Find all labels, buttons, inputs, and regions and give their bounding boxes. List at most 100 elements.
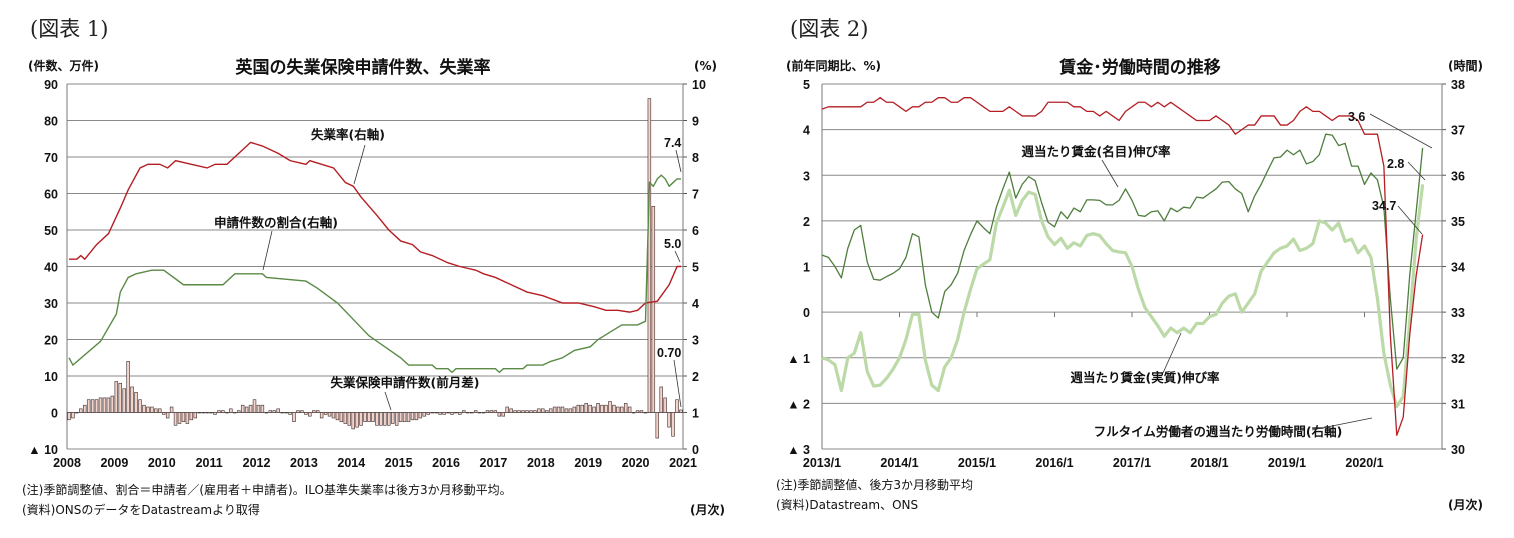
y-left-tick-label: 1: [803, 261, 810, 275]
claims-change-bar: [134, 392, 138, 413]
claims-change-bar: [647, 98, 652, 413]
y-right-tick-label: 1: [692, 407, 699, 421]
claims-change-bar: [154, 408, 158, 413]
claims-change-bar: [414, 412, 419, 421]
claims-change-bar: [639, 410, 644, 413]
claims-change-bar: [185, 412, 190, 424]
real-wage-growth-line: [821, 184, 1425, 409]
claims-change-bar: [221, 410, 225, 413]
claims-change-bar: [552, 406, 557, 413]
claims-change-bar: [529, 410, 533, 413]
claims-change-bar: [548, 408, 553, 413]
y-right-tick-label: 35: [1451, 215, 1465, 229]
claims-change-bar: [359, 412, 363, 426]
claims-change-bar: [387, 412, 391, 426]
claims-change-bar: [118, 382, 122, 413]
claims-change-bar: [150, 406, 154, 413]
claims-change-bar: [663, 397, 667, 413]
claims-change-bar: [651, 205, 656, 413]
y-right-tick-label: 36: [1451, 169, 1465, 183]
claims-change-bar: [122, 388, 126, 413]
claims-change-bar: [165, 412, 170, 419]
claims-change-bar: [327, 412, 332, 417]
claims-change-bar: [260, 404, 265, 413]
y-left-tick-label: ▲ 2: [787, 397, 810, 411]
claims-change-bar: [371, 412, 375, 422]
claims-change-bar: [537, 408, 541, 413]
y-left-tick-label: 2: [803, 215, 810, 229]
claims-change-bar: [655, 412, 660, 439]
claims-change-bar: [177, 412, 182, 424]
claims-change-bar: [280, 412, 284, 414]
claims-change-bar: [572, 406, 577, 413]
figure2-title: 賃金･労働時間の推移: [1058, 57, 1221, 78]
x-tick-label: 2013: [290, 456, 318, 470]
claims-change-bar: [323, 412, 328, 415]
claims-change-bar: [256, 404, 261, 413]
x-tick-label: 2011: [196, 456, 223, 470]
claims-change-bar: [659, 386, 663, 413]
y-left-tick-label: 70: [44, 151, 58, 165]
claims-change-bar: [240, 404, 245, 413]
claims-change-bar: [489, 410, 494, 413]
claims-change-bar: [296, 410, 300, 413]
claims-change-bar: [193, 412, 198, 419]
claims-change-bar: [252, 399, 257, 413]
claims-change-bar: [319, 412, 324, 419]
y-right-tick-label: 4: [692, 297, 699, 311]
annotation-unemployment: 失業率(右軸): [311, 127, 385, 142]
y-right-tick-label: 5: [692, 261, 699, 275]
claims-change-bar: [402, 412, 407, 422]
y-right-tick-label: 34: [1451, 261, 1465, 275]
claims-change-bar: [564, 408, 569, 413]
claims-change-bar: [205, 412, 209, 414]
claims-change-bar: [138, 399, 142, 413]
y-right-tick-label: 33: [1451, 306, 1465, 320]
claims-change-bar: [390, 412, 395, 424]
label-real-last: 2.8: [1387, 157, 1404, 171]
claims-change-bar: [525, 410, 529, 413]
claims-change-bar: [126, 361, 130, 413]
figure1-left-unit: (件数、万件): [28, 58, 99, 73]
claims-change-bar: [288, 412, 292, 415]
y-right-tick-label: 38: [1451, 78, 1465, 92]
claims-change-bar: [616, 406, 620, 413]
claims-change-bar: [375, 412, 379, 426]
claims-change-bar: [383, 412, 387, 426]
annotation-nominal: 週当たり賃金(名目)伸び率: [1022, 144, 1171, 159]
x-tick-label: 2016: [432, 456, 460, 470]
claims-change-bar: [379, 412, 383, 426]
claims-change-bar: [430, 412, 434, 414]
claims-change-bar: [450, 412, 454, 415]
label-claims-last: 0.70: [657, 346, 681, 360]
claims-change-bar: [173, 412, 178, 426]
claims-change-bar: [217, 410, 221, 413]
weekly-hours-line: [821, 97, 1424, 436]
y-left-tick-label: 50: [44, 224, 58, 238]
y-right-tick-label: 8: [692, 151, 699, 165]
y-right-tick-label: 6: [692, 224, 699, 238]
claims-change-bar: [236, 410, 241, 413]
y-left-tick-label: 30: [44, 297, 58, 311]
x-tick-label: 2012: [243, 456, 271, 470]
x-tick-label: 2017: [480, 456, 508, 470]
claims-change-bar: [331, 412, 336, 419]
claims-change-bar: [114, 381, 119, 413]
claims-change-bar: [541, 408, 545, 413]
annotation-claims-share: 申請件数の割合(右軸): [214, 215, 338, 230]
figure1-title: 英国の失業保険申請件数、失業率: [236, 57, 491, 78]
claims-change-bar: [363, 412, 367, 422]
claims-change-bar: [671, 412, 675, 437]
y-right-tick-label: 32: [1451, 352, 1465, 366]
label-unemployment-last: 5.0: [664, 237, 681, 251]
claims-change-bar: [90, 399, 95, 413]
claims-change-bar: [225, 412, 229, 414]
claims-change-bar: [244, 406, 249, 413]
claims-change-bar: [576, 404, 581, 413]
x-tick-label: 2016/1: [1035, 456, 1073, 470]
claims-change-bar: [462, 410, 466, 413]
claims-change-bar: [485, 410, 490, 413]
claims-change-bar: [233, 412, 237, 414]
figure1-source: (資料)ONSのデータをDatastreamより取得: [22, 502, 260, 517]
claims-change-bar: [248, 404, 253, 413]
